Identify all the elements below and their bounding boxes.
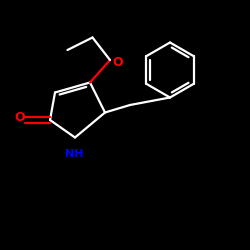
Text: O: O <box>15 111 25 124</box>
Text: NH: NH <box>64 149 83 159</box>
Text: O: O <box>112 56 123 69</box>
